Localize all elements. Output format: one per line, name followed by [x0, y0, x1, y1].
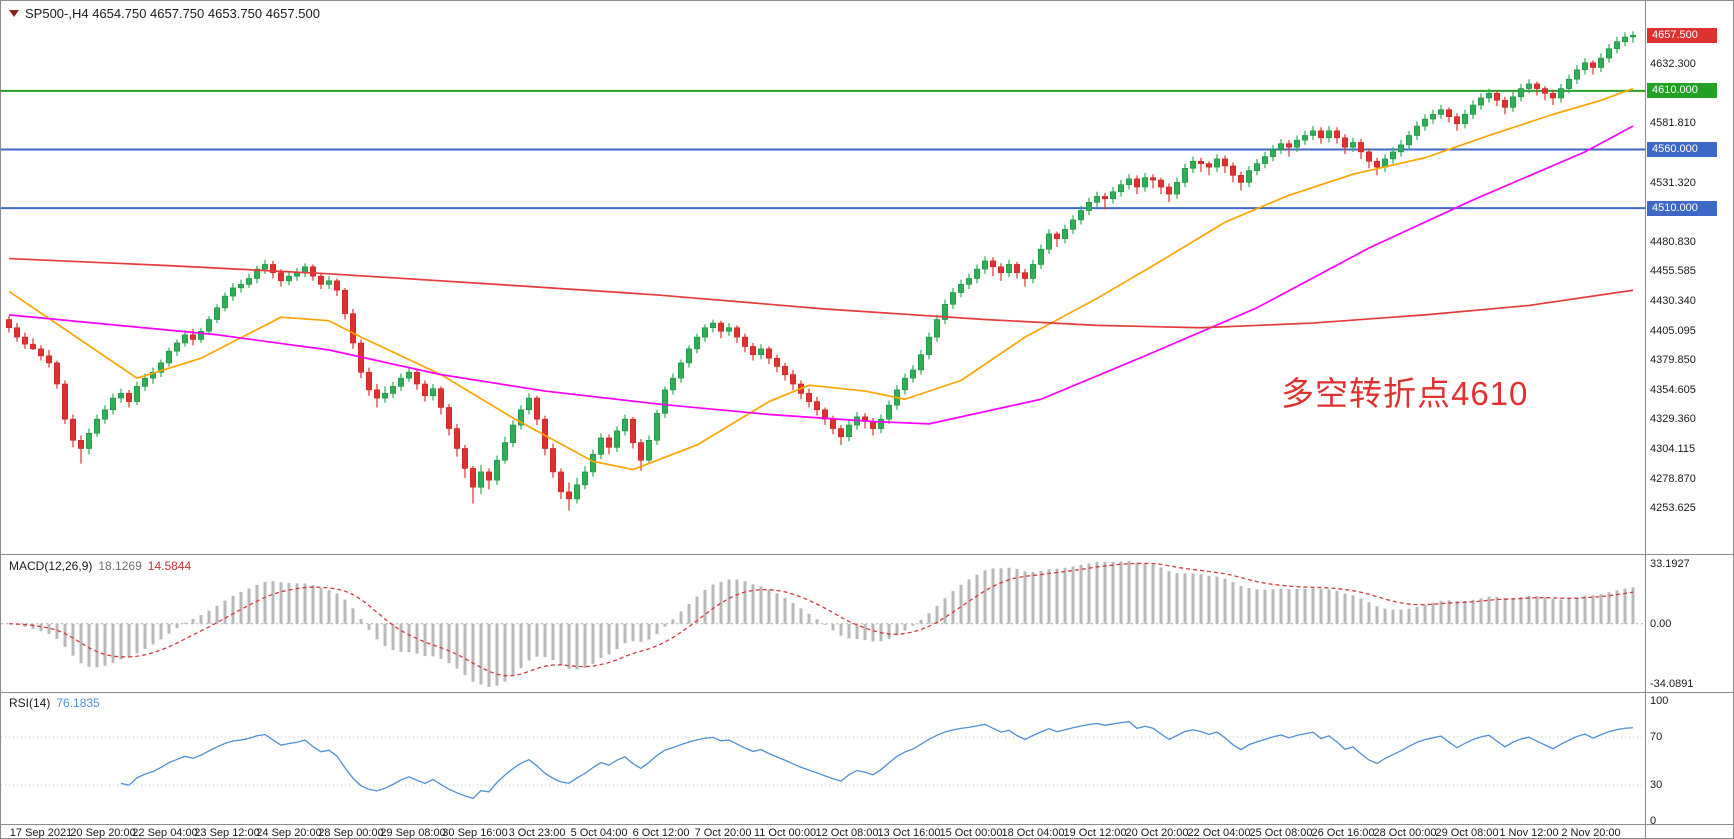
ma-mid-magenta [8, 125, 1634, 425]
ma-slow-red [8, 257, 1634, 329]
macd-signal-line [8, 562, 1634, 677]
ma-fast-orange [8, 87, 1634, 471]
rsi-line [120, 720, 1634, 800]
